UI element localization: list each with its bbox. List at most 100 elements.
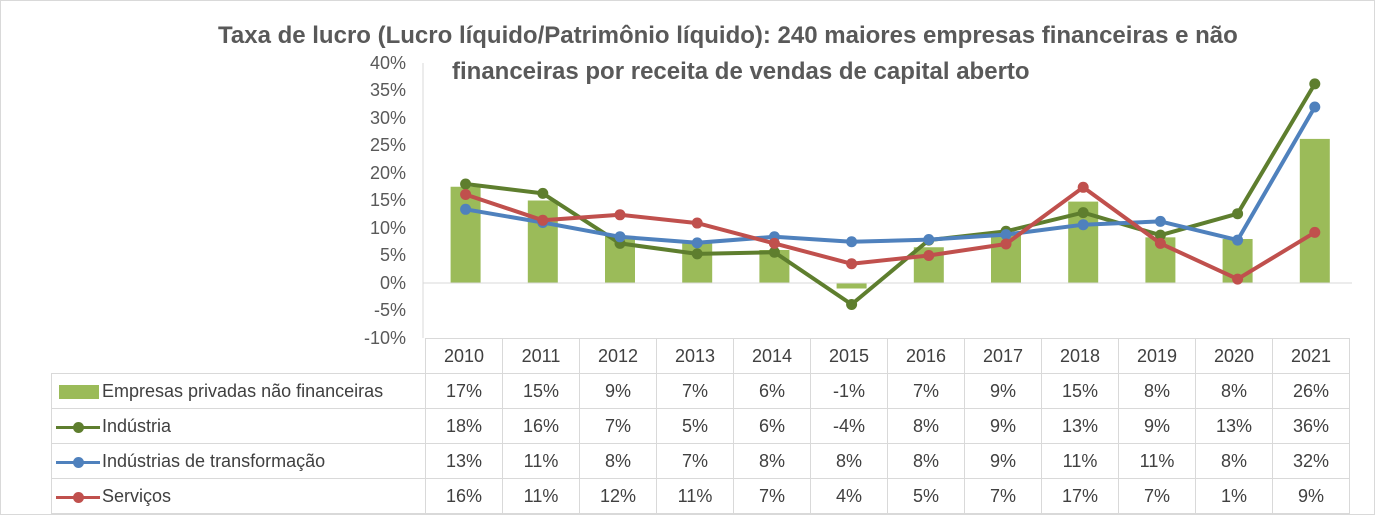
series-point-2-2016 [923,234,935,246]
data-table-cell: 11% [1041,443,1119,479]
data-table-cell: 9% [1272,478,1350,514]
year-label: 2013 [656,338,734,374]
series-point-2-2015 [846,236,858,248]
series-line-2 [463,105,1317,245]
data-table-cell: 7% [964,478,1042,514]
data-table-cell: 16% [425,478,503,514]
y-tick-label: 10% [369,218,406,238]
data-table-cell: 8% [733,443,811,479]
data-table-cell: -1% [810,373,888,409]
data-table-cell: 15% [1041,373,1119,409]
data-table-cell: 17% [1041,478,1119,514]
data-table-cell: 9% [964,443,1042,479]
y-tick-label: -10% [363,328,406,348]
y-tick-label: 20% [369,163,406,183]
year-label: 2020 [1195,338,1273,374]
legend-label: Serviços [102,485,172,506]
data-table-cell: 8% [810,443,888,479]
data-table-cell: 7% [733,478,811,514]
data-table-cell: 8% [1195,373,1273,409]
data-table-cell: 11% [502,443,580,479]
data-table-cell: 5% [656,408,734,444]
series-line-1 [463,81,1317,307]
data-table-cell: 7% [887,373,965,409]
year-label: 2015 [810,338,888,374]
series-point-1-2013 [691,248,703,260]
year-label: 2018 [1041,338,1119,374]
series-point-2-2010 [460,203,472,215]
data-table-cell: 32% [1272,443,1350,479]
data-table-cell: 13% [1195,408,1273,444]
y-tick-label: -5% [373,300,406,320]
data-table-cell: 1% [1195,478,1273,514]
series-point-2-2019 [1154,215,1166,227]
data-table-cell: 9% [964,373,1042,409]
data-table-corner [52,339,426,374]
data-table-cell: 17% [425,373,503,409]
series-point-3-2013 [691,217,703,229]
legend-entry-industria: Indústria [51,408,426,444]
data-table-cell: 11% [656,478,734,514]
series-point-3-2017 [1000,238,1012,250]
y-tick-label: 25% [369,135,406,155]
data-table-cell: 8% [579,443,657,479]
data-table-cell: 26% [1272,373,1350,409]
data-table-cell: 15% [502,373,580,409]
data-table-cell: 7% [656,443,734,479]
legend-label: Indústria [102,415,172,436]
data-table-cell: 9% [1118,408,1196,444]
series-point-1-2018 [1077,207,1089,219]
series-point-2-2020 [1232,234,1244,246]
data-table: 2010 2011 2012 2013 2014 2015 2016 2017 … [51,338,1350,514]
line-legend-key [54,489,102,505]
year-label: 2017 [964,338,1042,374]
data-table-cell: 13% [425,443,503,479]
legend-entry-empresas: Empresas privadas não financeiras [51,373,426,409]
chart-title-line-1: Taxa de lucro (Lucro líquido/Patrimônio … [218,22,1238,49]
series-point-3-2014 [768,237,780,249]
series-point-1-2011 [537,187,549,199]
series-point-3-2020 [1232,273,1244,285]
legend-entry-servicos: Serviços [51,478,426,514]
year-label: 2021 [1272,338,1350,374]
data-table-cell: 8% [1195,443,1273,479]
series-line-3 [463,185,1317,282]
data-table-cell: 5% [887,478,965,514]
series-point-2-2013 [691,237,703,249]
series-point-2-2012 [614,231,626,243]
y-tick-label: 35% [369,80,406,100]
series-point-3-2012 [614,209,626,221]
series-point-1-2019 [1154,229,1166,241]
data-table-cell: 11% [1118,443,1196,479]
series-point-3-2021 [1309,226,1321,238]
series-point-3-2019 [1154,237,1166,249]
year-label: 2012 [579,338,657,374]
data-table-cell: 6% [733,373,811,409]
data-table-cell: 12% [579,478,657,514]
line-legend-key [54,454,102,470]
data-table-row-industria: Indústria 18% 16% 7% 5% 6% -4% 8% 9% 13%… [51,408,1350,444]
y-tick-label: 15% [369,190,406,210]
bar-2015 [836,283,867,289]
data-table-cell: 9% [964,408,1042,444]
data-table-cell: 13% [1041,408,1119,444]
series-point-3-2018 [1077,181,1089,193]
series-point-2-2021 [1309,101,1321,113]
data-table-cell: 4% [810,478,888,514]
year-label: 2016 [887,338,965,374]
y-tick-label: 30% [369,108,406,128]
data-table-row-servicos: Serviços 16% 11% 12% 11% 7% 4% 5% 7% 17%… [51,478,1350,514]
y-tick-label: 40% [369,53,406,73]
bar-2010 [450,186,481,283]
year-label: 2019 [1118,338,1196,374]
year-label: 2014 [733,338,811,374]
data-table-cell: 8% [887,408,965,444]
data-table-cell: -4% [810,408,888,444]
data-table-cell: 7% [656,373,734,409]
series-point-1-2020 [1232,208,1244,220]
data-table-cell: 11% [502,478,580,514]
data-table-cell: 16% [502,408,580,444]
year-label: 2010 [425,338,503,374]
series-point-1-2014 [768,246,780,258]
